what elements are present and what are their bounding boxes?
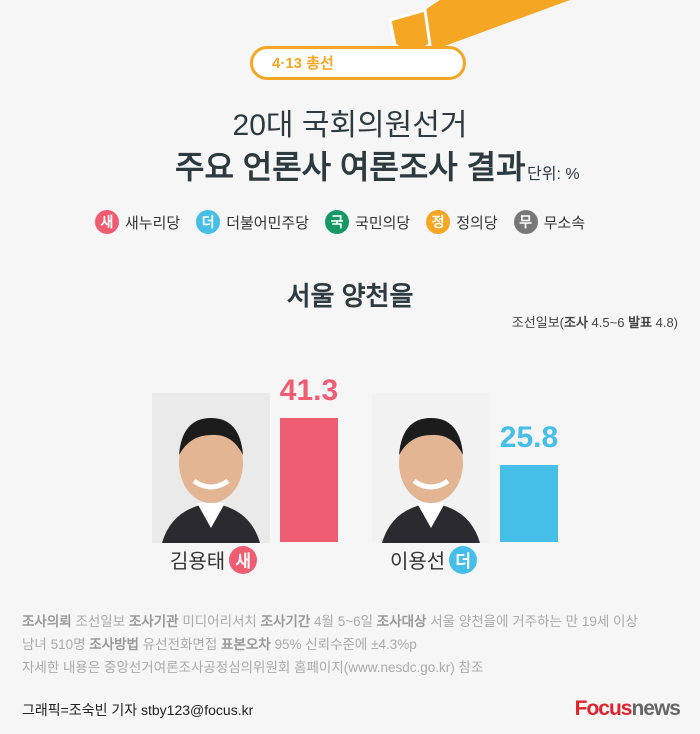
party-mark-icon: 무 xyxy=(513,210,538,234)
source-outlet: 조선일보( xyxy=(511,315,565,330)
candidate-photo xyxy=(152,393,270,543)
focusnews-logo: Focusnews xyxy=(574,697,681,721)
legend-label: 정의당 xyxy=(456,214,498,232)
poll-source: 조선일보(조사 4.5~6 발표 4.8) xyxy=(512,312,678,331)
release-date: 4.8) xyxy=(651,315,678,330)
notes-method-label: 조사방법 xyxy=(89,637,139,652)
candidate-name-text: 이용선 xyxy=(390,551,446,573)
legend-label: 무소속 xyxy=(543,214,586,232)
legend-label: 더불어민주당 xyxy=(226,214,310,232)
bar xyxy=(500,464,558,542)
notes-sample: 남녀 510명 xyxy=(22,637,90,652)
notes-label: 조사기간 xyxy=(260,614,311,629)
notes-label: 조사의뢰 xyxy=(22,614,72,629)
legend-item: 새 새누리당 xyxy=(95,210,180,234)
logo-news: news xyxy=(631,697,681,720)
notes-label: 조사기관 xyxy=(128,614,179,629)
notes-line-1: 조사의뢰 조선일보 조사기관 미디어리서치 조사기간 4월 5~6일 조사대상 … xyxy=(22,610,638,633)
data-label: 41.3 xyxy=(279,374,339,408)
data-label: 25.8 xyxy=(499,420,559,454)
logo-focus: Focus xyxy=(574,697,633,720)
survey-notes: 조사의뢰 조선일보 조사기관 미디어리서치 조사기간 4월 5~6일 조사대상 … xyxy=(22,610,638,679)
party-mark-icon: 새 xyxy=(229,545,258,574)
legend-item: 정 정의당 xyxy=(426,210,498,234)
notes-value: 4월 5~6일 xyxy=(310,614,377,629)
party-legend: 새 새누리당 더 더불어민주당 국 국민의당 정 정의당 무 무소속 xyxy=(95,210,585,234)
legend-item: 더 더불어민주당 xyxy=(196,210,309,234)
legend-item: 국 국민의당 xyxy=(325,210,410,234)
title-line-2: 주요 언론사 여론조사 결과 xyxy=(175,149,526,185)
survey-label: 조사 xyxy=(564,315,588,330)
candidate-name: 이용선 더 xyxy=(390,545,478,574)
graphic-credit: 그래픽=조숙빈 기자 stby123@focus.kr xyxy=(22,702,254,718)
party-mark-icon: 더 xyxy=(196,210,221,234)
election-badge-text: 4·13 총선 xyxy=(272,55,334,72)
notes-line-3: 자세한 내용은 중앙선거여론조사공정심의위원회 홈페이지(www.nesdc.g… xyxy=(22,660,484,675)
bar xyxy=(280,418,338,542)
notes-value: 서울 양천을에 거주하는 만 19세 이상 xyxy=(426,614,638,629)
notes-error-label: 표본오차 xyxy=(221,637,271,652)
district-title: 서울 양천을 xyxy=(286,281,414,311)
notes-label: 조사대상 xyxy=(376,614,427,629)
survey-date: 4.5~6 xyxy=(587,315,629,330)
release-label: 발표 xyxy=(628,315,652,330)
notes-error: 95% 신뢰수준에 ±4.3%p xyxy=(270,637,417,652)
notes-line-2: 남녀 510명 조사방법 유선전화면접 표본오차 95% 신뢰수준에 ±4.3%… xyxy=(22,633,638,656)
notes-value: 조선일보 xyxy=(71,614,129,629)
legend-label: 국민의당 xyxy=(355,214,411,232)
title-line-1: 20대 국회의원선거 xyxy=(232,109,468,142)
legend-item: 무 무소속 xyxy=(513,210,586,234)
unit-label: 단위: % xyxy=(527,166,580,183)
party-mark-icon: 새 xyxy=(95,210,119,234)
candidate-name-text: 김용태 xyxy=(170,551,226,573)
party-mark-icon: 더 xyxy=(449,545,478,574)
election-badge xyxy=(250,46,466,80)
notes-value: 미디어리서치 xyxy=(178,614,261,629)
party-mark-icon: 국 xyxy=(325,210,350,234)
notes-method: 유선전화면접 xyxy=(138,637,222,652)
legend-label: 새누리당 xyxy=(125,214,181,232)
candidate-photo xyxy=(372,393,490,543)
party-mark-icon: 정 xyxy=(426,210,451,234)
candidate-name: 김용태 새 xyxy=(170,545,258,574)
